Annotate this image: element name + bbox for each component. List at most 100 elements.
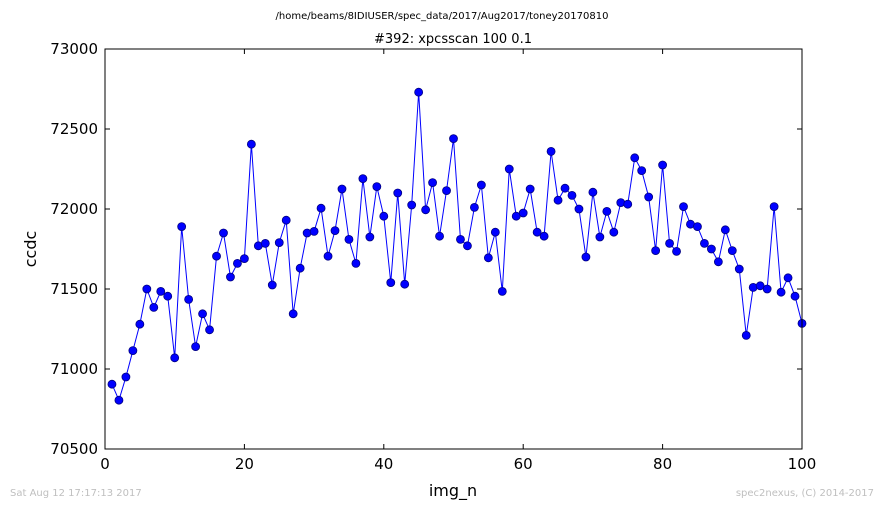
data-point xyxy=(588,187,598,197)
data-point xyxy=(114,395,124,405)
data-point xyxy=(713,257,723,267)
x-axis-label: img_n xyxy=(429,481,477,501)
data-point xyxy=(483,253,493,263)
data-point xyxy=(274,238,284,248)
data-point xyxy=(260,238,270,248)
y-tick-label: 71000 xyxy=(50,360,98,378)
data-point xyxy=(149,302,159,312)
data-point xyxy=(693,222,702,232)
x-tick-label: 20 xyxy=(235,455,254,473)
data-point xyxy=(637,166,647,176)
y-tick-label: 72000 xyxy=(50,200,98,218)
data-point xyxy=(295,263,305,273)
data-point xyxy=(142,284,152,294)
data-point xyxy=(184,294,194,304)
data-point xyxy=(428,178,437,188)
data-point xyxy=(574,204,584,214)
data-point xyxy=(170,353,180,363)
data-point xyxy=(720,225,730,235)
data-point xyxy=(107,379,117,389)
data-point xyxy=(135,319,145,329)
data-point xyxy=(212,251,221,261)
data-point xyxy=(177,222,187,232)
data-point xyxy=(665,238,674,248)
y-axis-label: ccdc xyxy=(21,231,40,268)
data-point xyxy=(372,182,382,192)
data-point xyxy=(769,202,779,212)
data-point xyxy=(205,325,214,335)
data-point xyxy=(539,231,549,241)
timestamp-footer: Sat Aug 12 17:17:13 2017 xyxy=(10,488,142,499)
data-point xyxy=(595,232,605,242)
data-point xyxy=(379,211,389,221)
data-point xyxy=(741,330,751,340)
data-point xyxy=(198,309,207,319)
data-point xyxy=(581,252,591,262)
x-tick-label: 40 xyxy=(374,455,393,473)
x-tick-label: 80 xyxy=(653,455,672,473)
data-point xyxy=(651,246,661,256)
data-point xyxy=(762,284,772,294)
data-point xyxy=(470,202,479,212)
data-point xyxy=(344,234,354,244)
data-point xyxy=(776,287,786,297)
data-point xyxy=(365,232,375,242)
data-point xyxy=(421,205,431,215)
data-point xyxy=(323,251,333,261)
data-point xyxy=(316,203,326,213)
data-point xyxy=(727,246,737,256)
data-point xyxy=(456,234,465,244)
data-point xyxy=(393,188,403,198)
data-point xyxy=(567,190,577,200)
x-tick-label: 100 xyxy=(788,455,817,473)
data-point xyxy=(706,244,716,254)
data-point xyxy=(602,206,612,216)
data-point xyxy=(546,146,556,156)
data-point xyxy=(560,183,570,193)
data-point xyxy=(553,195,563,205)
data-point xyxy=(128,346,138,356)
data-point xyxy=(226,272,235,282)
plot-frame xyxy=(104,48,803,450)
data-point xyxy=(407,200,417,210)
x-tick-label: 0 xyxy=(100,455,110,473)
ticks-layer: 0 20 40 60 80 100 70500 71000 71500 72000 72500 730… xyxy=(50,40,816,473)
data-point xyxy=(609,227,619,237)
data-point xyxy=(463,241,472,251)
data-point xyxy=(623,199,633,209)
data-point xyxy=(672,246,681,256)
data-point xyxy=(219,228,228,238)
data-point xyxy=(121,372,131,382)
data-point xyxy=(386,278,396,288)
data-point xyxy=(351,258,361,268)
data-point xyxy=(358,174,368,184)
data-point xyxy=(337,184,347,194)
data-point xyxy=(442,186,451,196)
data-point xyxy=(191,342,201,352)
data-point xyxy=(288,309,298,319)
y-tick-label: 70500 xyxy=(50,440,98,458)
data-point xyxy=(644,192,654,202)
x-tick-label: 60 xyxy=(514,455,533,473)
data-point xyxy=(476,180,486,190)
data-point xyxy=(490,227,500,237)
data-point xyxy=(163,291,173,301)
data-point xyxy=(267,280,277,290)
data-point xyxy=(309,226,319,236)
data-point xyxy=(497,286,507,296)
data-point xyxy=(532,227,542,237)
data-point xyxy=(156,286,166,296)
data-point xyxy=(281,215,291,225)
path-title: /home/beams/8IDIUSER/spec_data/2017/Aug2… xyxy=(276,11,609,22)
data-point xyxy=(700,238,709,248)
data-point xyxy=(504,164,514,174)
data-point xyxy=(734,264,744,274)
data-point xyxy=(400,279,410,289)
y-tick-label: 73000 xyxy=(50,40,98,58)
chart-title: #392: xpcsscan 100 0.1 xyxy=(374,32,532,47)
y-tick-label: 71500 xyxy=(50,280,98,298)
data-point xyxy=(330,226,340,236)
data-point xyxy=(449,134,458,144)
data-layer xyxy=(107,87,807,405)
data-point xyxy=(679,202,688,212)
